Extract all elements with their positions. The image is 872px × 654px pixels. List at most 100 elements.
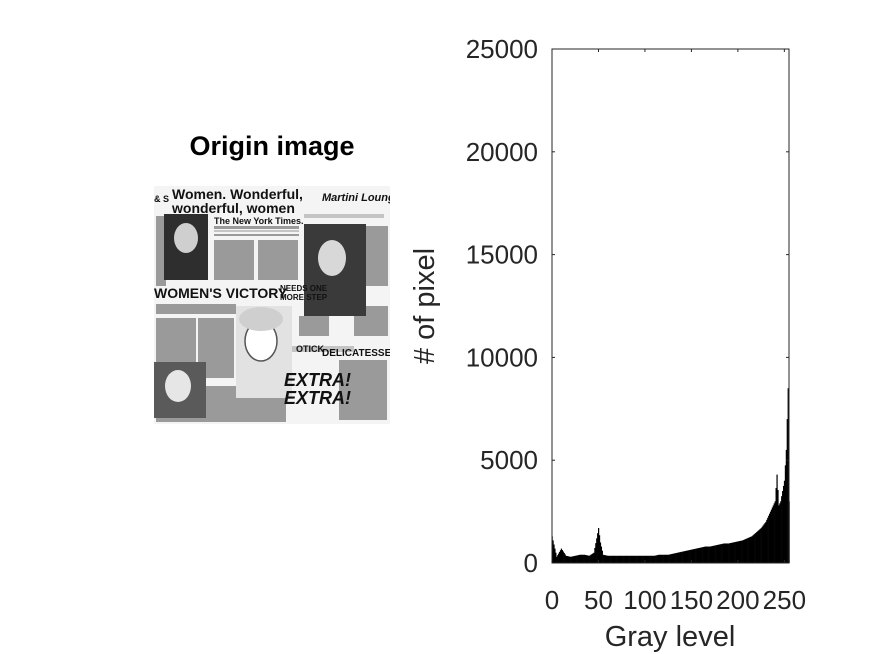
origin-image: Women. Wonderful, wonderful, women & S T… (154, 186, 390, 424)
histogram-bar (739, 541, 741, 563)
histogram-bar (620, 555, 622, 563)
histogram-bar (717, 544, 720, 563)
histogram-bar (732, 542, 734, 563)
histogram-bar (652, 555, 655, 563)
histogram-bar (677, 552, 680, 563)
histogram-bar (756, 531, 759, 563)
histogram-bar (696, 548, 698, 563)
histogram-bar (560, 548, 563, 563)
histogram-bar (569, 556, 571, 563)
histogram-bar (777, 490, 779, 563)
histogram-bar (704, 546, 707, 563)
histogram-bar (554, 548, 556, 563)
collage-top-left: & S (154, 194, 169, 204)
histogram-bar (626, 555, 629, 563)
histogram-bar (776, 474, 778, 563)
histogram-bar (602, 554, 604, 563)
histogram-bar (727, 543, 729, 563)
histogram-bar (720, 544, 722, 563)
histogram-bar (769, 513, 771, 563)
histogram-bar (581, 554, 583, 563)
collage-extra-1: EXTRA! (284, 370, 351, 390)
collage-extra-2: EXTRA! (284, 388, 351, 408)
histogram-bar (600, 546, 603, 563)
x-tick-label: 150 (670, 585, 713, 615)
histogram-bar (695, 548, 697, 563)
x-axis-label: Gray level (605, 621, 736, 653)
histogram-bar (779, 503, 781, 563)
histogram-bar (604, 555, 606, 563)
histogram-bar (660, 554, 662, 563)
histogram-bar (753, 534, 755, 563)
histogram-bar (783, 480, 786, 563)
histogram-bar (568, 556, 570, 563)
histogram-bar (656, 555, 658, 563)
histogram-bar (603, 554, 605, 563)
histogram-bar (755, 532, 757, 563)
histogram-bar (754, 533, 756, 563)
y-tick-label: 0 (524, 548, 538, 578)
histogram-bar (711, 546, 713, 563)
histogram-bar (574, 555, 576, 563)
histogram-bar (578, 554, 580, 563)
histogram-bar (594, 547, 596, 563)
histogram-bar (579, 554, 581, 563)
x-tick-label: 50 (584, 585, 613, 615)
x-tick-label: 100 (623, 585, 666, 615)
histogram-bar (612, 555, 615, 563)
histogram-bar (667, 554, 669, 563)
histogram-bar (693, 549, 695, 563)
histogram-bar (709, 546, 711, 563)
histogram-bar (721, 543, 723, 563)
histogram-bar (644, 555, 646, 563)
histogram-bar (703, 546, 706, 563)
collage-victory: WOMEN'S VICTORY (154, 285, 288, 301)
histogram-bar (773, 503, 775, 563)
histogram-bar (726, 543, 728, 563)
histogram-bar (674, 553, 676, 563)
histogram-bar (571, 556, 573, 563)
histogram-bar (562, 551, 564, 563)
histogram-bar (586, 555, 589, 563)
histogram-bar (575, 555, 577, 563)
y-tick-label: 25000 (466, 34, 538, 64)
histogram-bar (629, 555, 631, 563)
histogram-bar (745, 538, 748, 563)
histogram-bar (672, 553, 674, 563)
histogram-axes (551, 48, 790, 564)
collage-headline-1: Women. Wonderful, (172, 186, 303, 202)
histogram-bar (607, 555, 609, 563)
histogram-bar (643, 555, 645, 563)
histogram-bar (584, 554, 587, 563)
histogram-bar (642, 555, 644, 563)
histogram-bar (657, 554, 659, 563)
histogram-bar (588, 555, 590, 563)
histogram-bar (553, 544, 555, 563)
histogram-bar (784, 465, 787, 563)
histogram-bar (617, 555, 619, 563)
histogram-bar (565, 555, 567, 563)
histogram-bar (748, 537, 750, 563)
histogram-bar (611, 555, 614, 563)
histogram-bar (786, 419, 788, 563)
histogram-bar (605, 555, 607, 563)
histogram-bar (700, 547, 702, 563)
histogram-bar (701, 547, 703, 563)
histogram-bar (785, 449, 787, 563)
histogram-bar (570, 556, 572, 563)
histogram-bar (638, 555, 641, 563)
histogram-bar (577, 555, 579, 563)
histogram-bar (647, 555, 649, 563)
histogram-bar (676, 552, 678, 563)
histogram-bar (679, 552, 682, 563)
histogram-bar (572, 556, 575, 563)
histogram-bar (637, 555, 640, 563)
histogram-bar (622, 555, 624, 563)
histogram-bar (598, 535, 601, 563)
y-tick-label: 20000 (466, 137, 538, 167)
histogram-bar (632, 555, 634, 563)
histogram-bar (716, 544, 719, 563)
collage-otick: OTICK (296, 344, 324, 354)
histogram-bar (688, 550, 690, 563)
histogram-bar (781, 496, 783, 563)
